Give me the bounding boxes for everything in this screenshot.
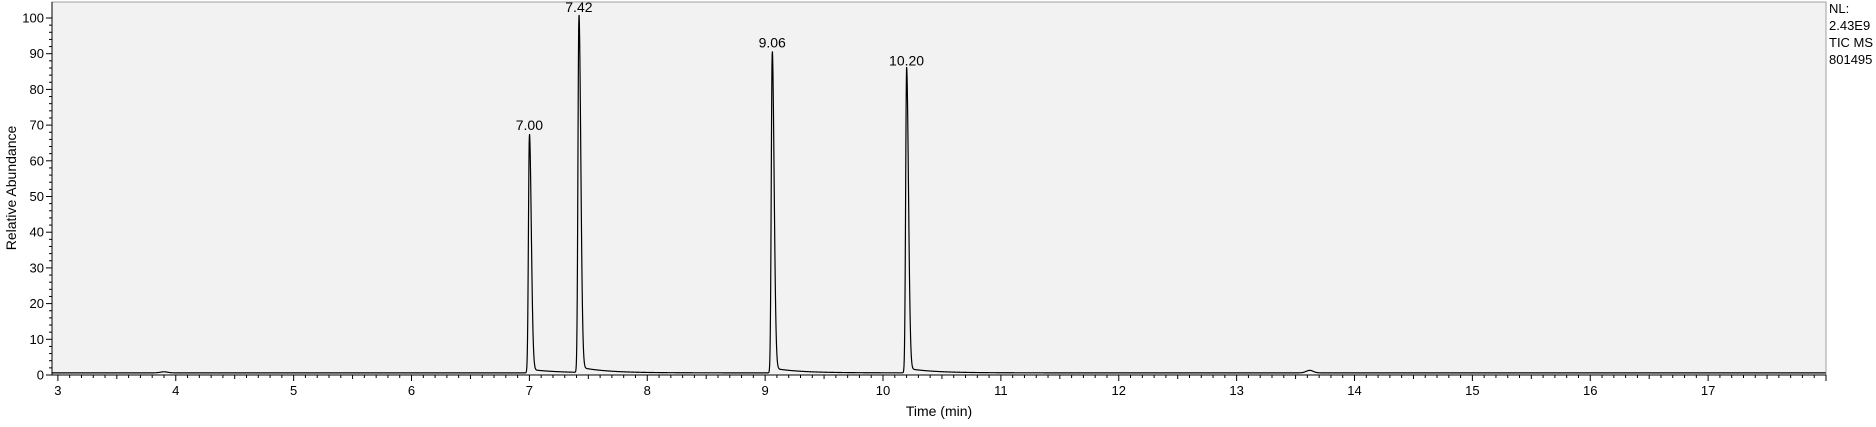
x-tick-label: 16 <box>1583 383 1597 398</box>
y-axis: 0 10 20 30 40 50 60 70 80 90 100 <box>22 2 53 383</box>
x-tick-label: 3 <box>54 383 61 398</box>
peak-label: 7.42 <box>565 0 592 15</box>
x-tick-label: 14 <box>1347 383 1361 398</box>
y-tick-label: 0 <box>37 368 44 383</box>
annotation-line: 801495 <box>1829 52 1872 67</box>
y-tick-label: 40 <box>30 225 44 240</box>
peak-label: 10.20 <box>889 53 924 69</box>
y-tick-label: 60 <box>30 153 44 168</box>
y-axis-title: Relative Abundance <box>3 126 19 251</box>
x-tick-label: 11 <box>994 383 1008 398</box>
x-tick-label: 7 <box>526 383 533 398</box>
y-tick-label: 70 <box>30 118 44 133</box>
x-tick-label: 17 <box>1701 383 1715 398</box>
y-tick-label: 30 <box>30 260 44 275</box>
x-tick-label: 6 <box>408 383 415 398</box>
x-tick-label: 10 <box>876 383 890 398</box>
x-tick-label: 13 <box>1229 383 1243 398</box>
y-tick-label: 100 <box>22 11 44 26</box>
y-tick-label: 90 <box>30 46 44 61</box>
y-tick-label: 50 <box>30 189 44 204</box>
annotation-line: NL: <box>1829 1 1849 16</box>
y-tick-label: 20 <box>30 296 44 311</box>
x-axis-title: Time (min) <box>906 403 972 419</box>
y-tick-label: 80 <box>30 82 44 97</box>
nl-annotation: NL: 2.43E9 TIC MS 801495 <box>1829 1 1873 67</box>
y-tick-label: 10 <box>30 332 44 347</box>
peak-label: 9.06 <box>759 35 786 51</box>
x-tick-label: 8 <box>644 383 651 398</box>
tic-trace <box>52 14 1826 374</box>
annotation-line: TIC MS <box>1829 35 1873 50</box>
plot-area <box>51 1 1827 376</box>
x-tick-label: 15 <box>1465 383 1479 398</box>
x-axis: 3 4 5 6 7 8 9 10 11 12 13 14 15 16 17 <box>52 374 1827 398</box>
x-tick-label: 12 <box>1112 383 1126 398</box>
peak-labels: 7.00 7.42 9.06 10.20 <box>516 0 925 133</box>
x-tick-label: 4 <box>172 383 179 398</box>
annotation-line: 2.43E9 <box>1829 18 1870 33</box>
x-tick-label: 5 <box>290 383 297 398</box>
peak-label: 7.00 <box>516 117 543 133</box>
x-tick-label: 9 <box>762 383 769 398</box>
